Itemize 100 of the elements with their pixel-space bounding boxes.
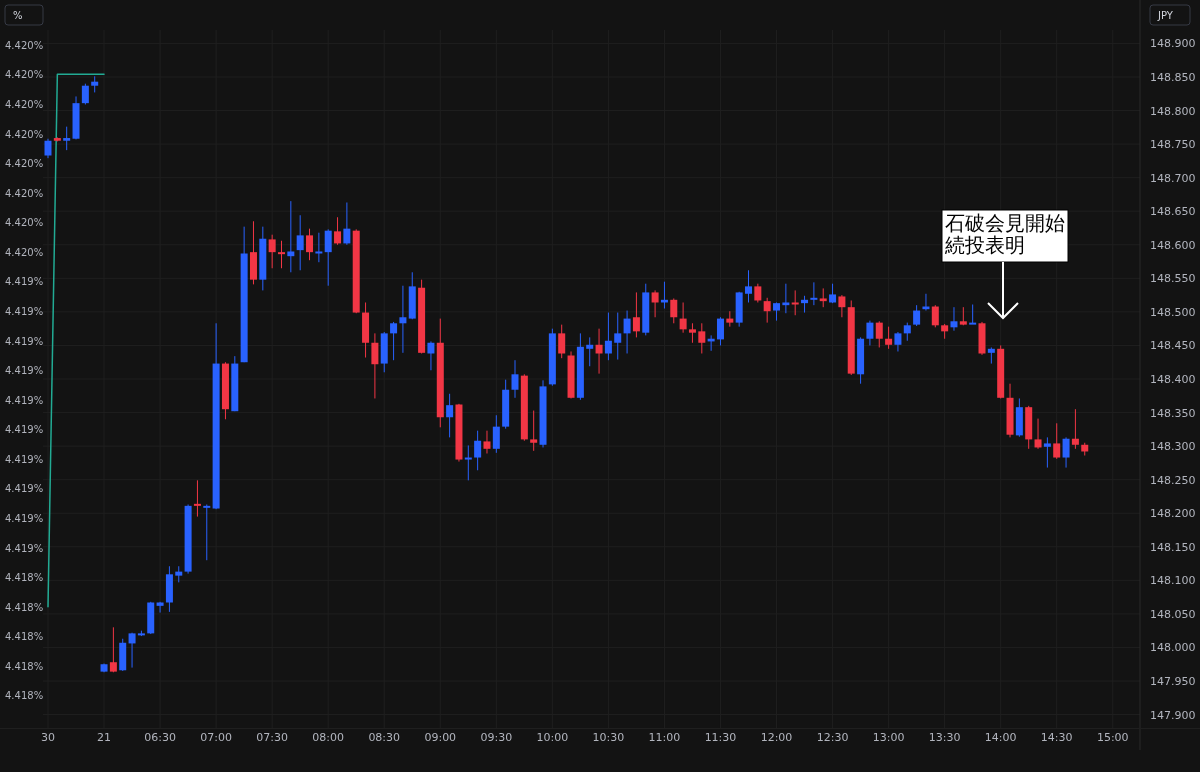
y-tick-label: 148.250 [1150, 473, 1196, 487]
candlestick [371, 332, 379, 399]
x-tick-label: 14:30 [1040, 731, 1073, 744]
candlestick [296, 214, 304, 271]
y2-tick-label: 4.419% [5, 276, 44, 288]
y2-tick-label: 4.419% [5, 483, 44, 495]
candlestick [81, 83, 89, 105]
candlestick [810, 281, 818, 306]
x-tick-label: 11:00 [648, 731, 681, 744]
candlestick [885, 326, 893, 350]
x-tick-label: 08:30 [368, 731, 401, 744]
x-tick-label: 10:30 [592, 731, 625, 744]
x-tick-label: 30 [41, 731, 55, 744]
y-tick-label: 148.000 [1150, 641, 1196, 655]
annotation: 石破会見開始続投表明 [941, 209, 1069, 263]
y2-tick-label: 4.420% [5, 187, 44, 199]
y-tick-label: 148.800 [1150, 104, 1196, 118]
candlestick [63, 126, 71, 151]
x-tick-label: 14:00 [984, 731, 1017, 744]
x-tick-label: 07:30 [256, 731, 289, 744]
candlestick [791, 289, 799, 316]
x-tick-label: 13:00 [872, 731, 905, 744]
y-tick-label: 148.150 [1150, 540, 1196, 554]
annotation: 石破会見開始続投表明 [944, 211, 1065, 257]
y2-tick-label: 4.418% [5, 572, 44, 584]
candlestick [306, 228, 314, 261]
candlestick [875, 320, 883, 348]
candlestick [399, 285, 407, 354]
candlestick [128, 632, 136, 669]
candlestick [1062, 436, 1070, 469]
candlestick [903, 322, 911, 342]
y-tick-label: 148.900 [1150, 37, 1196, 51]
x-tick-label: 07:00 [200, 731, 232, 744]
candlestick [829, 283, 837, 304]
candlestick [913, 304, 921, 327]
candlestick [530, 410, 538, 452]
candlestick [193, 479, 201, 518]
y-tick-label: 147.950 [1150, 675, 1196, 689]
y-tick-label: 148.850 [1150, 70, 1196, 84]
candlestick [773, 301, 781, 322]
candlestick [604, 312, 612, 361]
candlestick [287, 200, 295, 273]
candlestick [343, 201, 351, 246]
y-tick-label: 148.100 [1150, 574, 1196, 588]
candlestick [1034, 418, 1042, 450]
candlestick [866, 320, 874, 346]
candlestick [745, 269, 752, 303]
candlestick [44, 138, 52, 159]
y2-tick-label: 4.420% [5, 69, 44, 81]
y-tick-label: 148.750 [1150, 138, 1196, 152]
y2-tick-label: 4.420% [5, 158, 44, 170]
y2-tick-label: 4.418% [5, 660, 44, 672]
y2-tick-label: 4.420% [5, 246, 44, 258]
y2-tick-label: 4.419% [5, 513, 44, 525]
candlestick [595, 328, 603, 375]
candlestick [763, 297, 771, 324]
candlestick [474, 430, 482, 471]
y-tick-label: 148.200 [1150, 507, 1196, 521]
y2-tick-label: 4.419% [5, 542, 44, 554]
candlestick [950, 306, 958, 332]
y2-tick-label: 4.419% [5, 424, 44, 436]
x-tick-label: 10:00 [536, 731, 569, 744]
candlestick [716, 316, 724, 346]
candlestick [623, 310, 631, 354]
candlestick [203, 504, 211, 561]
x-tick-label: 09:30 [480, 731, 513, 744]
x-tick-label: 12:00 [760, 731, 793, 744]
y2-tick-label: 4.420% [5, 217, 44, 229]
candlestick [1071, 408, 1079, 450]
candlestick [679, 301, 687, 334]
y2-tick-label: 4.418% [5, 601, 44, 613]
y-tick-label: 148.500 [1150, 305, 1196, 319]
candlestick [838, 294, 846, 318]
candlestick [390, 321, 398, 361]
candlestick [931, 304, 939, 328]
y2-tick-label: 4.418% [5, 631, 44, 643]
candlestick [464, 444, 472, 481]
y2-tick-label: 4.420% [5, 128, 44, 140]
y-tick-label: 148.400 [1150, 373, 1196, 386]
y-tick-label: 148.700 [1150, 171, 1196, 185]
x-tick-label: 15:00 [1096, 731, 1129, 744]
candlestick [1043, 436, 1051, 469]
candlestick [782, 283, 790, 314]
candlestick [670, 297, 678, 324]
candlestick [894, 331, 902, 352]
candlestick [315, 232, 323, 263]
candlestick [651, 289, 659, 318]
candlestick [586, 336, 594, 367]
y2-tick-label: 4.418% [5, 690, 44, 702]
x-tick-label: 21 [97, 731, 112, 744]
candlestick [1053, 422, 1061, 460]
candlestick [446, 393, 454, 438]
candlestick [698, 322, 706, 354]
y-tick-label: 147.900 [1150, 708, 1196, 722]
candlestick [558, 324, 566, 359]
y2-tick-label: 4.419% [5, 305, 44, 317]
x-tick-label: 12:30 [816, 731, 849, 744]
x-tick-label: 13:30 [928, 731, 961, 744]
candlestick [268, 234, 276, 269]
y-axis-title: JPY [1157, 10, 1174, 21]
